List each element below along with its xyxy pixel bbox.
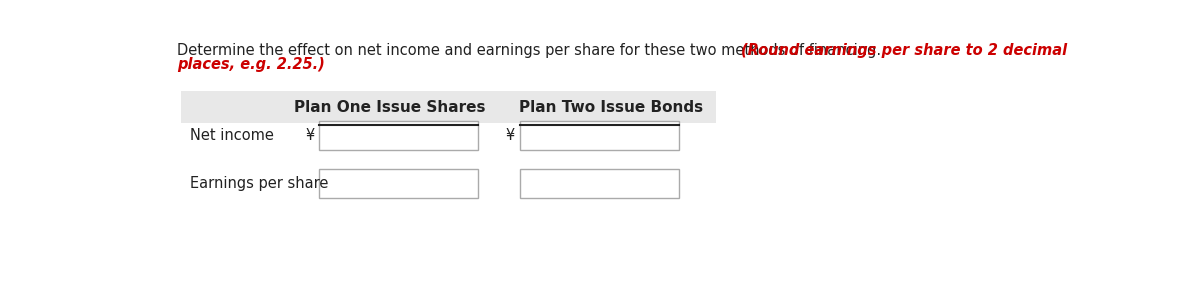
Text: Earnings per share: Earnings per share [191, 176, 329, 191]
Text: (Round earnings per share to 2 decimal: (Round earnings per share to 2 decimal [742, 43, 1068, 58]
Text: Plan Two Issue Bonds: Plan Two Issue Bonds [520, 100, 703, 115]
Bar [520, 169, 678, 198]
Bar [319, 169, 478, 198]
Text: Determine the effect on net income and earnings per share for these two methods : Determine the effect on net income and e… [178, 43, 886, 58]
Text: ¥: ¥ [305, 128, 314, 143]
Text: Net income: Net income [191, 128, 274, 143]
Bar [319, 121, 478, 150]
Text: places, e.g. 2.25.): places, e.g. 2.25.) [178, 57, 325, 72]
Bar [520, 121, 678, 150]
Text: Plan One Issue Shares: Plan One Issue Shares [294, 100, 486, 115]
Bar [181, 91, 715, 124]
Text: ¥: ¥ [505, 128, 515, 143]
